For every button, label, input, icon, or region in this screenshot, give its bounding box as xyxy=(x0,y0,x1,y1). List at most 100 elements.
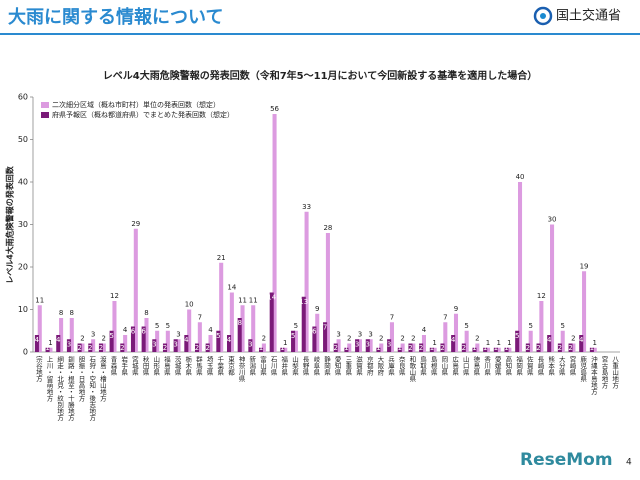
value-label: 2 xyxy=(475,335,479,343)
bar-prefecture xyxy=(483,347,488,352)
bar-subregion xyxy=(293,330,298,352)
legend-label: 二次細分区域（概ね市町村）単位の発表回数（想定） xyxy=(52,100,220,109)
value-label: 5 xyxy=(464,322,468,330)
value-label: 56 xyxy=(270,105,279,113)
value-label-inner: 2 xyxy=(205,344,209,352)
bar-prefecture xyxy=(387,339,392,352)
bar-prefecture xyxy=(130,326,135,352)
bar-prefecture xyxy=(547,335,552,352)
bar-subregion xyxy=(37,305,42,352)
x-tick-label: 宮古島地方 xyxy=(600,355,608,390)
bar-subregion xyxy=(421,335,427,352)
x-tick-label: 徳島県 xyxy=(472,355,480,377)
bar-prefecture xyxy=(376,347,381,352)
bar-subregion xyxy=(261,343,266,352)
bar-prefecture xyxy=(77,343,82,352)
value-label-inner: 4 xyxy=(451,336,456,344)
bar-subregion xyxy=(187,309,192,352)
bar-subregion xyxy=(144,318,149,352)
bar-subregion xyxy=(453,313,459,352)
value-label-inner: 4 xyxy=(56,336,61,344)
x-tick-label: 島根県 xyxy=(429,355,437,377)
bar-prefecture xyxy=(557,343,562,352)
value-label-inner: 1 xyxy=(430,344,434,352)
bar-subregion xyxy=(550,224,555,352)
value-label: 2 xyxy=(262,335,266,343)
x-tick-label: 福井県 xyxy=(280,355,288,377)
value-label-inner: 4 xyxy=(579,336,584,344)
y-axis-label: レベル4大雨危険警報の発表回数 xyxy=(5,165,15,284)
value-label-inner: 5 xyxy=(109,332,113,340)
value-label: 3 xyxy=(358,330,362,338)
x-tick-label: 大阪府 xyxy=(376,355,384,377)
bar-prefecture xyxy=(344,347,349,352)
x-tick-label: 埼玉県 xyxy=(205,355,213,377)
bar-prefecture xyxy=(66,339,71,352)
x-tick-label: 奈良県 xyxy=(397,355,405,377)
value-label-inner: 3 xyxy=(173,340,177,348)
x-tick-label: 兵庫県 xyxy=(387,355,395,377)
bar-subregion xyxy=(91,339,96,352)
value-label: 8 xyxy=(144,309,148,317)
bar-subregion xyxy=(443,322,448,352)
x-tick-label: 和歌山県 xyxy=(408,355,416,384)
value-label: 14 xyxy=(227,284,236,292)
bar-subregion xyxy=(528,330,533,352)
x-tick-label: 大分県 xyxy=(557,355,565,377)
value-label-inner: 1 xyxy=(280,344,284,352)
value-label-inner: 2 xyxy=(462,344,466,352)
value-label: 11 xyxy=(238,296,247,304)
value-label: 8 xyxy=(59,309,63,317)
value-label-inner: 2 xyxy=(536,344,540,352)
bar-subregion xyxy=(219,262,224,352)
value-label: 5 xyxy=(528,322,532,330)
x-tick-label: 岡山県 xyxy=(440,356,448,377)
bar-subregion xyxy=(251,305,256,352)
y-tick-label: 10 xyxy=(18,305,28,314)
x-tick-label: 高知県 xyxy=(504,355,512,377)
x-tick-label: 滋賀県 xyxy=(355,355,363,377)
x-tick-label: 岩手県 xyxy=(120,355,128,377)
bar-subregion xyxy=(389,322,394,352)
chart-title: レベル4大雨危険警報の発表回数（令和7年5～11月において今回新設する基準を適用… xyxy=(103,69,538,82)
value-label-inner: 2 xyxy=(526,344,530,352)
value-label: 3 xyxy=(368,330,372,338)
value-label: 5 xyxy=(294,322,298,330)
watermark: ReseMom xyxy=(520,450,613,470)
bar-prefecture xyxy=(536,343,541,352)
bar-prefecture xyxy=(568,343,573,352)
x-tick-label: 釧路・根室・十勝地方 xyxy=(66,355,74,423)
bar-prefecture xyxy=(259,347,264,352)
y-tick-label: 20 xyxy=(18,263,28,272)
value-label-inner: 2 xyxy=(195,344,199,352)
bar-prefecture xyxy=(45,347,50,352)
x-tick-label: 宗谷地方 xyxy=(34,355,42,384)
value-label-inner: 14 xyxy=(267,294,276,302)
value-label-inner: 1 xyxy=(45,344,49,352)
x-tick-label: 福島県 xyxy=(162,355,170,377)
x-tick-label: 山梨県 xyxy=(290,355,298,377)
bar-prefecture xyxy=(216,330,221,352)
logo-mark-inner xyxy=(540,13,546,19)
value-label-inner: 3 xyxy=(366,340,370,348)
x-tick-label: 茨城県 xyxy=(173,355,181,377)
x-tick-label: 山形県 xyxy=(152,355,160,377)
x-tick-label: 上川・留萌地方 xyxy=(45,355,53,403)
bar-prefecture xyxy=(269,292,274,352)
bar-subregion xyxy=(560,330,565,352)
value-label: 4 xyxy=(208,326,213,334)
value-label: 9 xyxy=(454,305,458,313)
bar-prefecture xyxy=(184,335,189,352)
bar-subregion xyxy=(283,347,288,352)
y-tick-label: 60 xyxy=(18,93,28,102)
bar-subregion xyxy=(475,343,480,352)
value-label: 2 xyxy=(347,335,351,343)
bar-prefecture xyxy=(291,330,296,352)
bar-subregion xyxy=(240,305,245,352)
value-label-inner: 5 xyxy=(216,332,220,340)
bar-prefecture xyxy=(493,347,498,352)
value-label: 19 xyxy=(580,262,589,270)
value-label: 9 xyxy=(315,305,319,313)
y-tick-label: 30 xyxy=(18,220,28,229)
legend-swatch xyxy=(41,102,49,108)
